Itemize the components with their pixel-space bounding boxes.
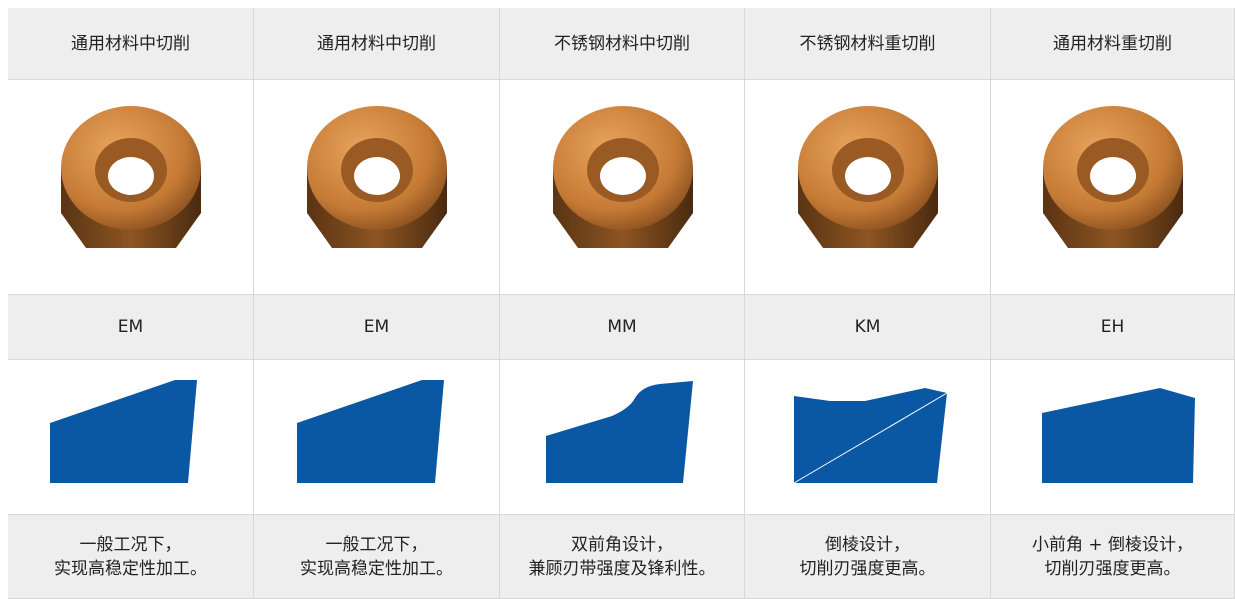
table-cell	[8, 80, 254, 295]
column-header: 不锈钢材料重切削	[799, 33, 936, 54]
table-cell: KM	[745, 295, 991, 360]
table-cell: EM	[8, 295, 254, 360]
table-cell: 通用材料中切削	[254, 8, 500, 80]
description-line: 小前角 + 倒棱设计，	[1031, 534, 1194, 555]
table-cell: 双前角设计， 兼顾刃带强度及锋利性。	[500, 515, 745, 599]
table-cell: MM	[500, 295, 745, 360]
table-cell	[500, 80, 745, 295]
table-cell: 通用材料重切削	[991, 8, 1235, 80]
grade-code: KM	[854, 317, 881, 337]
grade-code: EM	[117, 317, 144, 337]
table-cell: 倒棱设计， 切削刃强度更高。	[745, 515, 991, 599]
description-line: 切削刃强度更高。	[1044, 558, 1181, 579]
description-line: 双前角设计，	[571, 534, 673, 555]
column-header: 通用材料中切削	[71, 33, 190, 54]
table-cell: 不锈钢材料中切削	[500, 8, 745, 80]
table-cell: 一般工况下， 实现高稳定性加工。	[254, 515, 500, 599]
table-cell: 不锈钢材料重切削	[745, 8, 991, 80]
table-cell	[254, 360, 500, 515]
table-cell	[745, 80, 991, 295]
table-cell: 一般工况下， 实现高稳定性加工。	[8, 515, 254, 599]
table-cell	[8, 360, 254, 515]
table-cell: EM	[254, 295, 500, 360]
description-line: 一般工况下，	[325, 534, 428, 555]
edge-profiles	[50, 380, 1195, 484]
column-header: 不锈钢材料中切削	[554, 33, 690, 54]
table-cell: 通用材料中切削	[8, 8, 254, 80]
table-cell: EH	[991, 295, 1235, 360]
description-line: 一般工况下，	[79, 534, 182, 555]
table-cell: 小前角 + 倒棱设计， 切削刃强度更高。	[991, 515, 1235, 599]
insert-images	[61, 106, 1183, 248]
table-cell	[254, 80, 500, 295]
table-cell	[745, 360, 991, 515]
grade-code: MM	[607, 317, 637, 337]
description-line: 实现高稳定性加工。	[54, 558, 207, 579]
description-line: 倒棱设计，	[825, 534, 910, 555]
description-line: 实现高稳定性加工。	[300, 558, 453, 579]
description-line: 兼顾刃带强度及锋利性。	[528, 558, 716, 579]
column-header: 通用材料重切削	[1053, 33, 1172, 54]
grade-code: EH	[1100, 317, 1125, 337]
table-cell	[500, 360, 745, 515]
grade-code: EM	[363, 317, 390, 337]
description-line: 切削刃强度更高。	[799, 558, 936, 579]
column-header: 通用材料中切削	[317, 33, 436, 54]
